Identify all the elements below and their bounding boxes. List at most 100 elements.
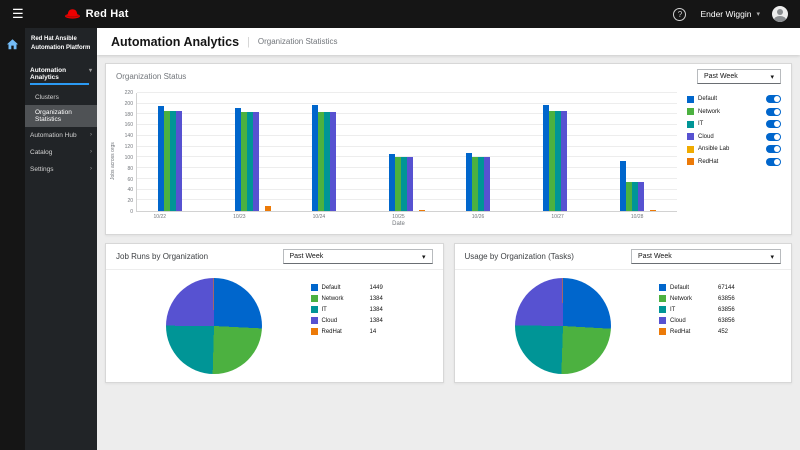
- bar-it[interactable]: [555, 111, 562, 211]
- job-runs-pie-chart: [166, 278, 262, 374]
- bar-cloud[interactable]: [252, 111, 259, 211]
- bar-group-10-28: [620, 93, 657, 211]
- legend-item-cloud: Cloud: [687, 132, 781, 141]
- bar-redhat[interactable]: [650, 209, 657, 211]
- sidebar-item-automation-hub[interactable]: Automation Hub ›: [25, 127, 97, 144]
- bar-it[interactable]: [323, 111, 330, 211]
- bar-it[interactable]: [400, 156, 407, 211]
- bar-group-10-24: [311, 93, 348, 211]
- user-menu[interactable]: Ender Wiggin ▾: [700, 9, 760, 19]
- bar-cloud[interactable]: [638, 181, 645, 211]
- chevron-right-icon: ›: [90, 166, 92, 172]
- legend-item-it: IT 63856: [659, 306, 777, 313]
- bottom-row: Job Runs by Organization Past Week ▾ Def…: [105, 243, 792, 383]
- legend-swatch: [310, 284, 318, 291]
- legend-label: IT: [321, 306, 327, 313]
- legend-value: 1384: [369, 306, 383, 313]
- toggle-switch-it[interactable]: [766, 120, 781, 128]
- help-icon[interactable]: ?: [673, 7, 687, 21]
- legend-item-redhat: RedHat 452: [659, 328, 777, 335]
- legend-label: Default: [321, 284, 341, 291]
- gridline: [137, 134, 677, 136]
- bar-chart-legend: Default Network IT Cloud Ansible Lab RedHat: [677, 93, 781, 230]
- legend-item-network: Network: [687, 107, 781, 116]
- chevron-down-icon: ▾: [421, 253, 426, 261]
- toggle-switch-network[interactable]: [766, 107, 781, 116]
- toggle-switch-cloud[interactable]: [766, 132, 781, 141]
- sidebar-item-clusters[interactable]: Clusters: [35, 94, 59, 101]
- bar-default[interactable]: [543, 105, 550, 211]
- bar-network[interactable]: [549, 111, 556, 211]
- platform-title: Red Hat Ansible Automation Platform: [31, 36, 91, 51]
- bar-group-10-26: [466, 93, 502, 211]
- bar-cloud[interactable]: [406, 156, 413, 211]
- bar-group-10-25: [388, 93, 425, 211]
- toggle-knob: [774, 158, 780, 165]
- bar-network[interactable]: [240, 111, 247, 211]
- sidebar-item-settings[interactable]: Settings ›: [25, 161, 97, 178]
- y-tick-label: 80: [127, 165, 133, 172]
- bar-it[interactable]: [246, 111, 253, 211]
- legend-swatch: [659, 328, 666, 335]
- y-tick-label: 200: [124, 100, 133, 107]
- chevron-down-icon: ▾: [756, 11, 760, 18]
- job-runs-body: Default 1449 Network 1384 IT 1384 Cloud 1384 Red…: [106, 270, 443, 382]
- sidebar: Red Hat Ansible Automation Platform Auto…: [0, 28, 97, 450]
- legend-label: RedHat: [670, 328, 691, 335]
- page-title: Automation Analytics: [111, 34, 240, 49]
- home-icon[interactable]: [6, 38, 19, 50]
- bar-network[interactable]: [317, 111, 324, 211]
- bar-default[interactable]: [620, 161, 627, 211]
- bar-default[interactable]: [388, 153, 395, 211]
- legend-swatch: [687, 158, 694, 165]
- legend-swatch: [659, 317, 666, 324]
- sidebar-item-label: Automation Analytics: [30, 67, 89, 85]
- bar-groups: [137, 93, 677, 211]
- avatar-body: [774, 16, 786, 22]
- toggle-switch-default[interactable]: [766, 95, 781, 103]
- x-axis-label: Date: [392, 221, 405, 227]
- bar-cloud[interactable]: [329, 111, 336, 211]
- legend-swatch: [687, 120, 694, 128]
- x-tick-label: 10/26: [471, 214, 485, 220]
- legend-item-cloud: Cloud 63856: [659, 317, 777, 324]
- bar-network[interactable]: [626, 181, 633, 211]
- avatar[interactable]: [772, 6, 788, 22]
- sidebar-item-automation-analytics[interactable]: Automation Analytics ▾: [25, 62, 97, 90]
- bar-network[interactable]: [163, 111, 170, 211]
- job-runs-period-select[interactable]: Past Week ▾: [282, 249, 433, 264]
- bar-cloud[interactable]: [561, 111, 568, 211]
- bar-it[interactable]: [478, 157, 485, 211]
- bar-default[interactable]: [234, 108, 241, 211]
- toggle-switch-ansible-lab[interactable]: [766, 145, 781, 153]
- user-name: Ender Wiggin: [700, 9, 752, 19]
- legend-swatch: [310, 317, 318, 324]
- sidebar-item-catalog[interactable]: Catalog ›: [25, 144, 97, 161]
- legend-item-redhat: RedHat: [687, 157, 781, 166]
- org-status-period-select[interactable]: Past Week ▾: [697, 69, 781, 84]
- bar-redhat[interactable]: [264, 205, 271, 211]
- usage-period-select[interactable]: Past Week ▾: [631, 249, 781, 264]
- legend-item-it: IT 1384: [310, 306, 429, 313]
- bar-it[interactable]: [632, 181, 639, 211]
- bar-network[interactable]: [394, 156, 401, 211]
- bar-default[interactable]: [311, 105, 318, 211]
- toggle-knob: [774, 133, 780, 140]
- toggle-switch-redhat[interactable]: [766, 157, 781, 166]
- bar-default[interactable]: [157, 106, 164, 211]
- y-tick-label: 40: [127, 187, 133, 194]
- legend-swatch: [687, 133, 694, 140]
- bar-redhat[interactable]: [418, 209, 425, 211]
- legend-label: Cloud: [698, 133, 714, 140]
- sidebar-item-organization-statistics[interactable]: Organization Statistics: [25, 105, 97, 127]
- bar-it[interactable]: [169, 111, 176, 211]
- bar-network[interactable]: [472, 157, 479, 211]
- bar-cloud[interactable]: [175, 111, 182, 211]
- legend-label: Network: [670, 295, 693, 302]
- bar-cloud[interactable]: [484, 157, 491, 211]
- legend-swatch: [659, 295, 666, 302]
- menu-toggle-icon[interactable]: ☰: [12, 6, 24, 21]
- bar-default[interactable]: [466, 152, 473, 211]
- legend-value: 63856: [718, 306, 735, 313]
- legend-value: 1449: [369, 284, 383, 291]
